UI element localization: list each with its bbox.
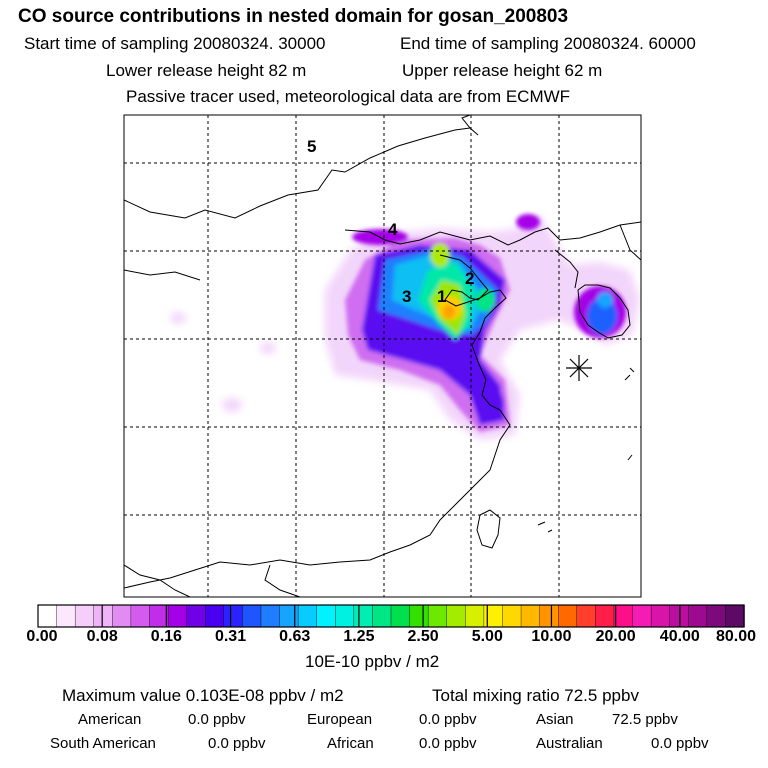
colorbar-swatch [595, 604, 615, 628]
colorbar-swatch [650, 604, 671, 628]
australian-label: Australian [536, 735, 603, 752]
region-label-3: 3 [402, 287, 411, 306]
african-value: 0.0 ppbv [419, 735, 477, 752]
american-value: 0.0 ppbv [188, 711, 246, 728]
region-label-4: 4 [388, 220, 398, 239]
colorbar-swatch [260, 604, 281, 628]
colorbar-swatch [520, 604, 541, 628]
colorbar-swatch [409, 604, 429, 628]
region-label-1: 1 [437, 287, 446, 306]
african-label: African [327, 735, 374, 752]
colorbar-swatch [149, 604, 169, 628]
region-label-5: 5 [307, 137, 316, 156]
colorbar-swatch [112, 604, 132, 628]
colorbar-swatch [465, 604, 485, 628]
colorbar-swatch [446, 604, 467, 628]
figure-title: CO source contributions in nested domain… [18, 6, 569, 27]
colorbar-swatch [613, 604, 634, 628]
colorbar-tick-label: 80.00 [715, 628, 757, 645]
coastlines [124, 115, 641, 597]
start-time-label: Start time of sampling 20080324. 30000 [24, 34, 326, 53]
region-label-2: 2 [465, 269, 474, 288]
concentration-plume [170, 214, 640, 440]
colorbar-swatch [353, 604, 374, 628]
american-label: American [78, 711, 142, 728]
colorbar-tick-label: 2.50 [407, 628, 439, 645]
colorbar-swatch [372, 604, 392, 628]
colorbar-swatch [242, 604, 262, 628]
european-value: 0.0 ppbv [419, 711, 477, 728]
colorbar-swatch [130, 604, 151, 628]
colorbar-swatch [223, 604, 244, 628]
map-frame [123, 114, 642, 598]
colorbar-swatch [205, 604, 225, 628]
maximum-value: Maximum value 0.103E-08 ppbv / m2 [62, 686, 344, 705]
colorbar-tick-label: 5.00 [471, 628, 503, 645]
colorbar-swatch [706, 604, 727, 628]
colorbar-tick-label: 0.16 [150, 628, 182, 645]
asterisk-receptor-icon [566, 355, 592, 381]
colorbar-tick-label: 0.08 [86, 628, 118, 645]
tracer-note: Passive tracer used, meteorological data… [126, 87, 571, 106]
european-label: European [307, 711, 373, 728]
colorbar-swatch [335, 604, 355, 628]
colorbar-swatch [74, 604, 95, 628]
colorbar-tick-label: 0.63 [279, 628, 311, 645]
colorbar-tick-label: 10.00 [531, 628, 572, 645]
colorbar-swatch [427, 604, 448, 628]
colorbar-swatch [93, 604, 114, 628]
colorbar-swatch [688, 604, 708, 628]
colorbar-swatch [558, 604, 578, 628]
colorbar-swatch [279, 604, 299, 628]
australian-value: 0.0 ppbv [651, 735, 709, 752]
colorbar-swatch [390, 604, 411, 628]
lower-release-label: Lower release height 82 m [106, 61, 307, 80]
asian-label: Asian [536, 711, 574, 728]
colorbar-swatch [56, 604, 76, 628]
colorbar-tick-label: 1.25 [343, 628, 375, 645]
upper-release-label: Upper release height 62 m [402, 61, 603, 80]
south-american-value: 0.0 ppbv [208, 735, 266, 752]
colorbar-tick-label: 20.00 [595, 628, 636, 645]
colorbar-swatch [297, 604, 318, 628]
total-mixing-ratio: Total mixing ratio 72.5 ppbv [432, 686, 639, 705]
colorbar-swatch [576, 604, 597, 628]
colorbar-swatch [37, 604, 58, 628]
colorbar-swatch [632, 604, 652, 628]
south-american-label: South American [50, 735, 156, 752]
colorbar [37, 604, 745, 628]
end-time-label: End time of sampling 20080324. 60000 [400, 34, 696, 53]
colorbar-swatch [186, 604, 206, 628]
colorbar-swatch [502, 604, 522, 628]
colorbar-frame [37, 604, 745, 628]
asian-value: 72.5 ppbv [612, 711, 678, 728]
colorbar-tick-label: 0.00 [26, 628, 58, 645]
colorbar-swatch [167, 604, 188, 628]
graticule [124, 115, 641, 597]
colorbar-tick-label: 40.00 [659, 628, 700, 645]
colorbar-swatch [316, 604, 336, 628]
colorbar-unit: 10E-10 ppbv / m2 [305, 652, 440, 671]
colorbar-tick-label: 0.31 [214, 628, 247, 645]
colorbar-swatch [725, 604, 745, 628]
colorbar-swatch [539, 604, 559, 628]
